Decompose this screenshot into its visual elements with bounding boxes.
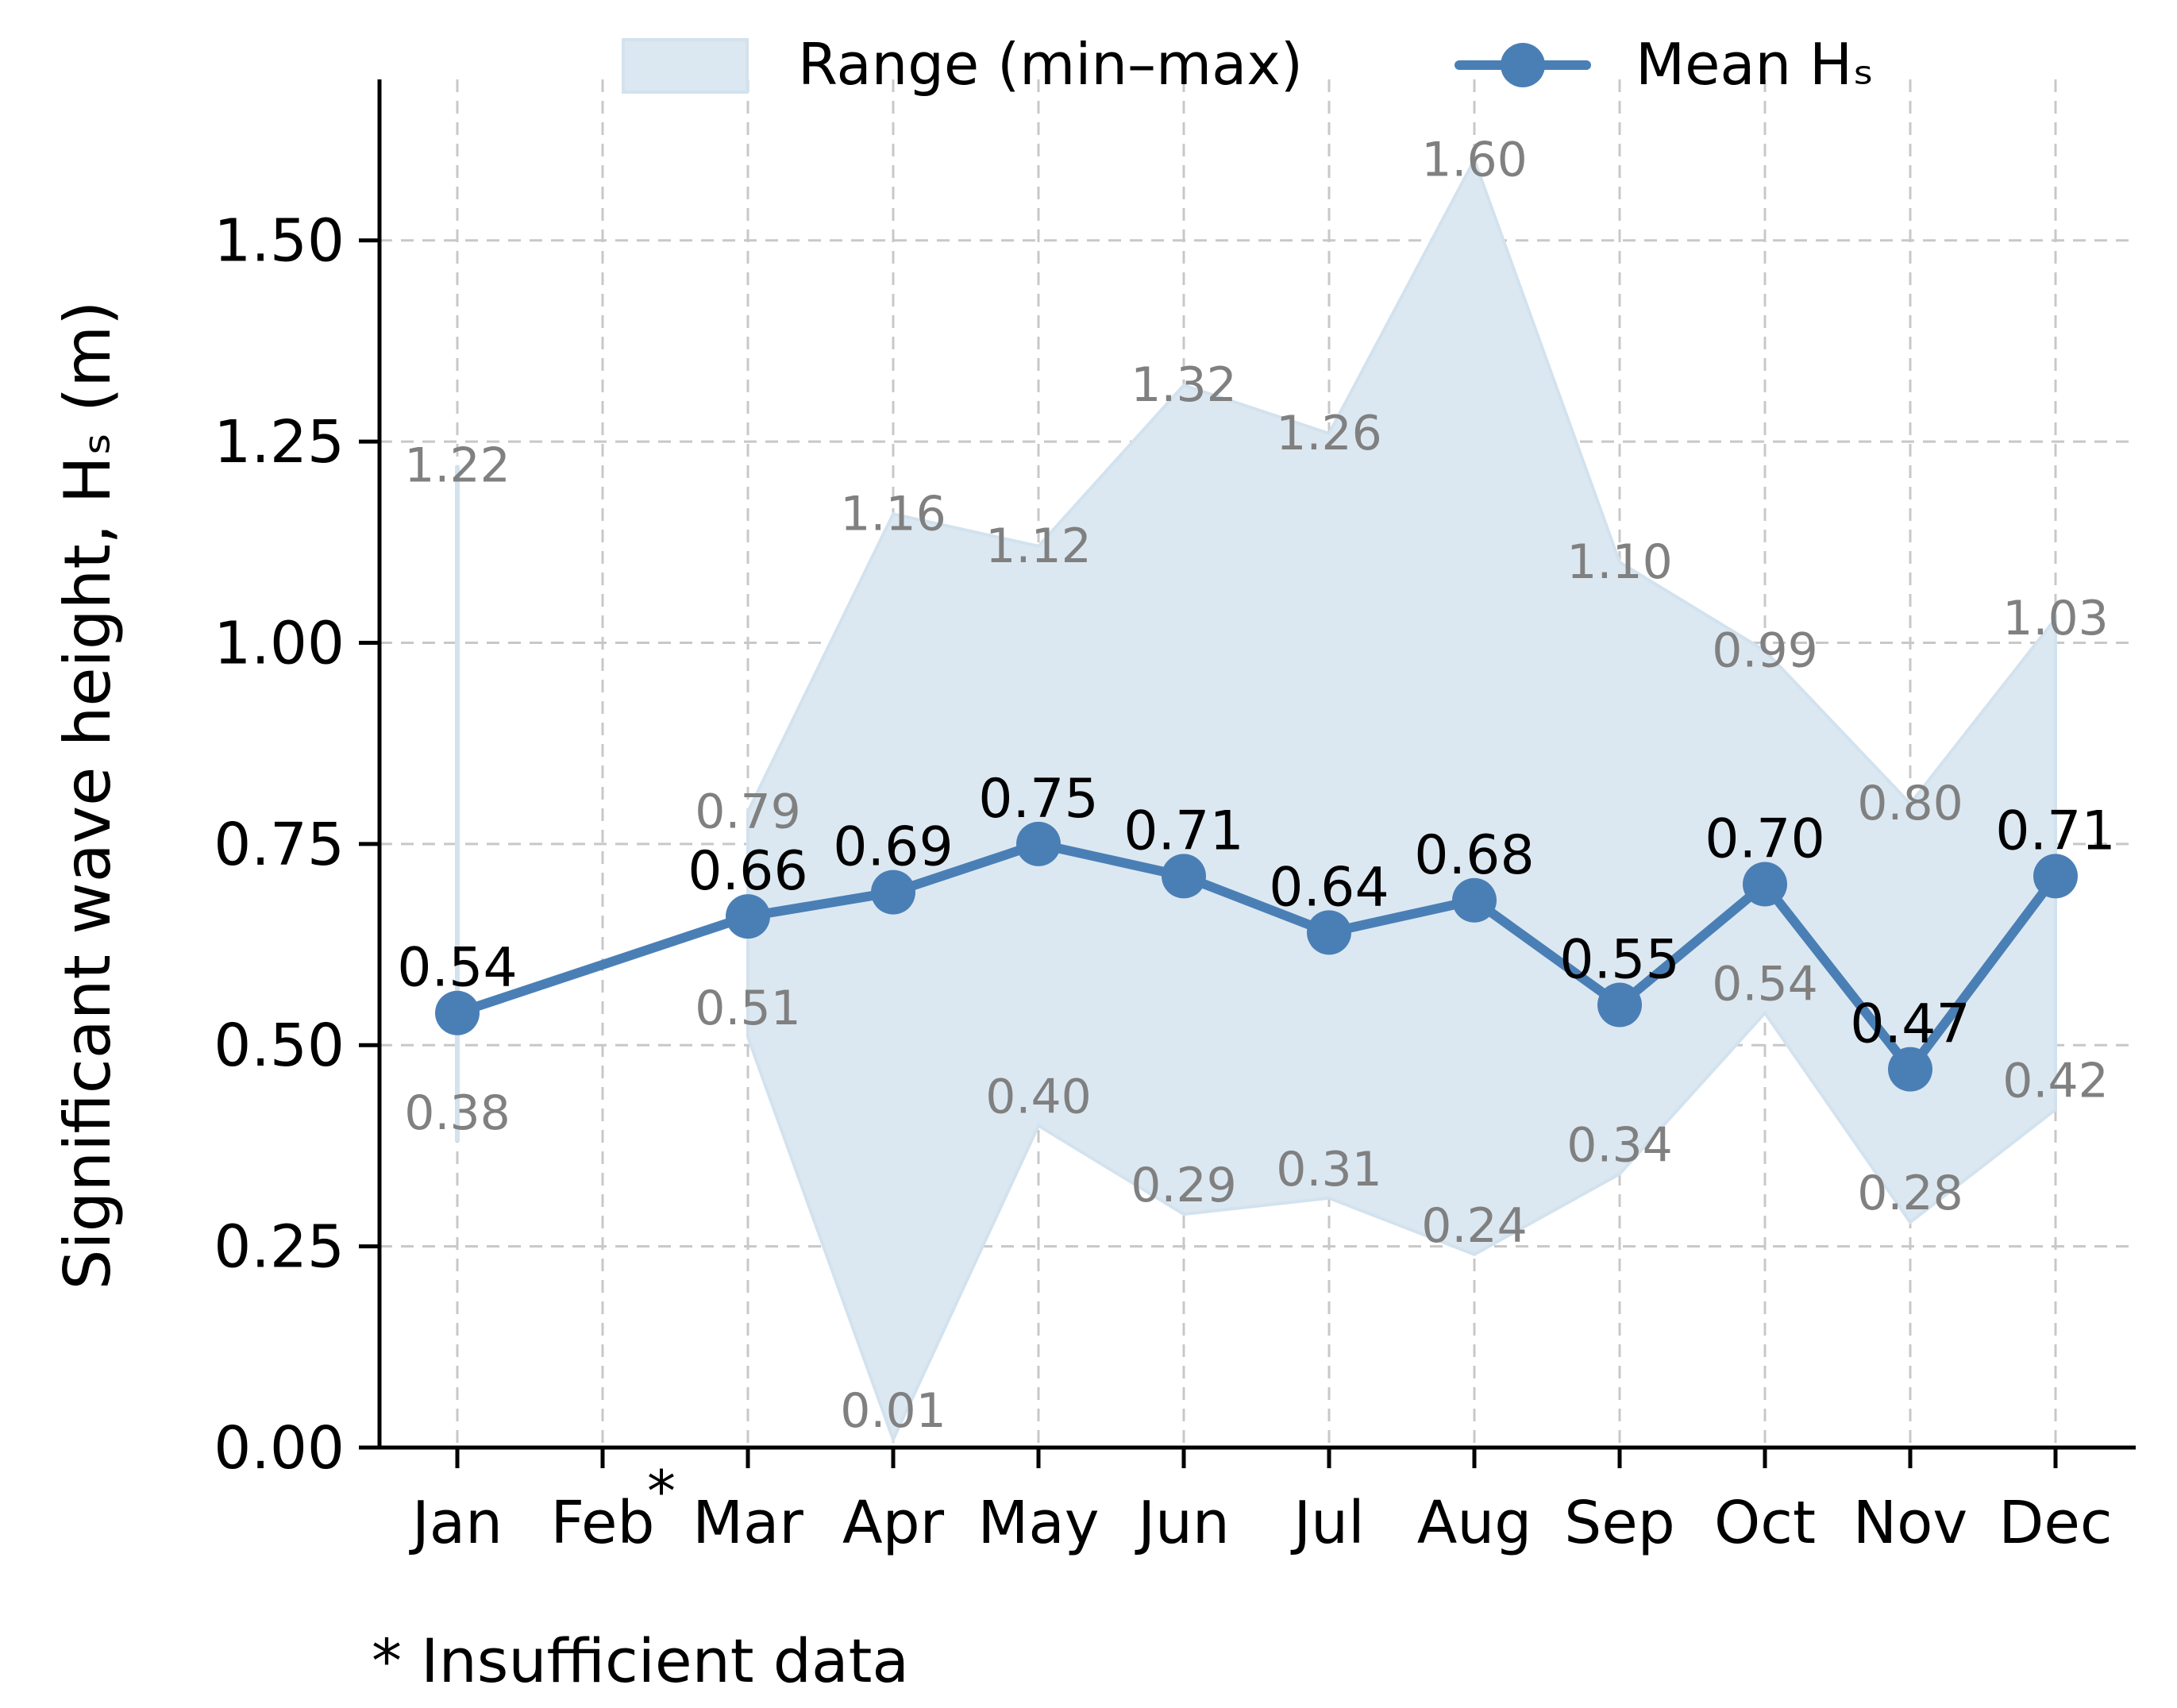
mean-marker xyxy=(435,990,480,1035)
mean-value-label: 0.66 xyxy=(688,840,807,903)
mean-marker xyxy=(1743,862,1787,907)
y-tick-label: 1.25 xyxy=(214,408,345,476)
mean-value-label: 0.64 xyxy=(1269,856,1389,919)
x-tick-label: Sep xyxy=(1564,1489,1674,1557)
x-tick-label: Dec xyxy=(1998,1489,2112,1557)
min-value-label: 0.29 xyxy=(1131,1158,1237,1213)
mean-value-label: 0.47 xyxy=(1850,993,1970,1056)
min-value-label: 0.38 xyxy=(404,1085,511,1141)
min-value-label: 0.34 xyxy=(1566,1117,1673,1173)
min-value-label: 0.24 xyxy=(1421,1198,1528,1254)
legend-range-label: Range (min–max) xyxy=(798,31,1303,98)
max-value-label: 1.26 xyxy=(1276,406,1382,461)
legend: Range (min–max) Mean Hₛ xyxy=(622,31,1874,98)
mean-marker xyxy=(871,869,915,915)
min-value-label: 0.31 xyxy=(1276,1142,1382,1197)
max-value-label: 1.60 xyxy=(1421,132,1528,187)
mean-value-label: 0.70 xyxy=(1705,808,1824,871)
min-value-label: 0.28 xyxy=(1857,1166,1963,1221)
mean-marker xyxy=(1597,982,1642,1027)
max-value-label: 1.03 xyxy=(2002,591,2109,646)
mean-value-label: 0.75 xyxy=(978,768,1098,831)
mean-marker xyxy=(2033,854,2078,899)
min-value-label: 0.01 xyxy=(840,1383,946,1439)
mean-marker xyxy=(1307,910,1351,955)
x-tick-label: May xyxy=(978,1489,1100,1557)
x-tick-label: Aug xyxy=(1417,1489,1532,1557)
y-axis-label: Significant wave height, Hₛ (m) xyxy=(51,301,125,1290)
min-value-label: 0.54 xyxy=(1712,957,1818,1012)
mean-value-label: 0.69 xyxy=(833,816,953,879)
max-value-label: 1.10 xyxy=(1566,534,1673,590)
min-value-label: 0.51 xyxy=(695,981,801,1036)
mean-marker xyxy=(726,894,770,939)
range-band-area xyxy=(746,156,2057,1444)
max-value-label: 1.22 xyxy=(404,438,511,493)
insufficient-data-footnote: * Insufficient data xyxy=(372,1625,909,1696)
legend-range-swatch xyxy=(622,38,749,94)
legend-mean-marker xyxy=(1501,43,1545,87)
max-value-label: 1.16 xyxy=(840,486,946,542)
mean-line-layer xyxy=(435,821,2078,1092)
x-tick-label: Oct xyxy=(1714,1489,1816,1557)
mean-marker xyxy=(1452,877,1497,923)
y-tick-label: 0.75 xyxy=(214,811,345,879)
mean-value-label: 0.71 xyxy=(1123,800,1243,862)
max-value-label: 0.79 xyxy=(695,784,801,839)
x-tick-label: Feb xyxy=(550,1489,654,1557)
x-tick-label: Jan xyxy=(409,1489,503,1557)
mean-value-label: 0.54 xyxy=(397,937,517,1000)
max-value-label: 0.80 xyxy=(1857,776,1963,831)
mean-value-label: 0.71 xyxy=(1995,800,2115,862)
axes: 0.00 0.25 0.50 0.75 1.00 1.25 1.50 Jan Feb Mar Apr… xyxy=(214,79,2136,1557)
mean-marker xyxy=(1888,1047,1932,1092)
y-tick-label: 0.25 xyxy=(214,1213,345,1282)
max-value-label: 1.32 xyxy=(1131,357,1237,413)
max-value-label: 0.99 xyxy=(1712,623,1818,679)
x-tick-label: Mar xyxy=(692,1489,803,1557)
max-value-label: 1.12 xyxy=(985,519,1092,574)
y-tick-label: 0.50 xyxy=(214,1012,345,1080)
x-tick-label: Jul xyxy=(1290,1489,1364,1557)
min-value-label: 0.42 xyxy=(2002,1053,2109,1108)
y-tick-label: 1.00 xyxy=(214,609,345,677)
mean-marker xyxy=(1162,854,1206,899)
x-tick-label: Nov xyxy=(1853,1489,1967,1557)
y-tick-label: 0.00 xyxy=(214,1414,345,1482)
data-labels-layer: 1.22 0.79 1.16 1.12 1.32 1.26 1.60 1.10 0.99 0.80… xyxy=(397,132,2115,1439)
mean-value-label: 0.55 xyxy=(1559,929,1679,992)
x-tick-label: Jun xyxy=(1135,1489,1230,1557)
mean-value-label: 0.68 xyxy=(1414,824,1534,887)
y-tick-label: 1.50 xyxy=(214,207,345,276)
mean-marker xyxy=(1016,821,1061,866)
insufficient-data-marker: * xyxy=(647,1458,676,1525)
x-tick-label: Apr xyxy=(842,1489,945,1557)
min-value-label: 0.40 xyxy=(985,1070,1092,1125)
legend-mean-label: Mean Hₛ xyxy=(1636,31,1874,98)
